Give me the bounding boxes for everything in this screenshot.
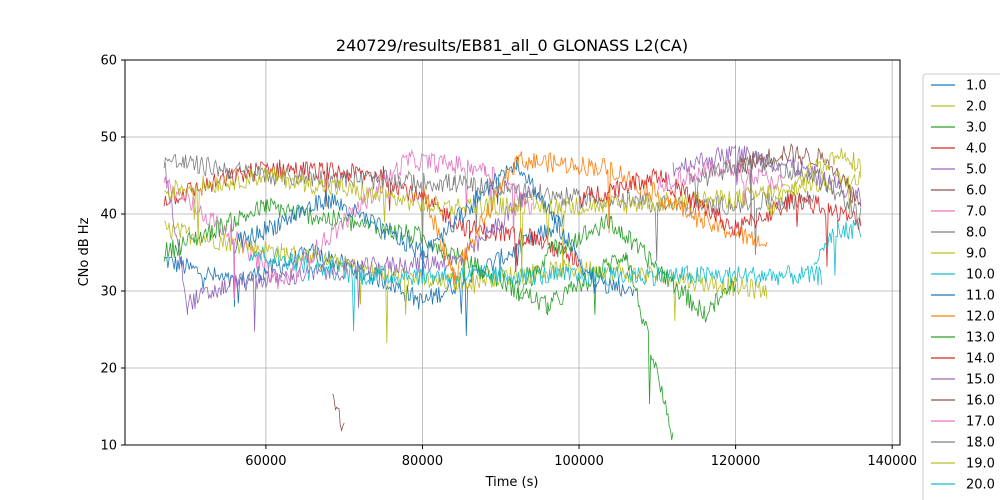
legend-entry: 18.0 <box>966 436 995 451</box>
legend-entry: 5.0 <box>966 163 987 178</box>
legend-entry: 1.0 <box>966 79 987 94</box>
plot-area <box>125 60 900 445</box>
legend-entry: 2.0 <box>966 100 987 115</box>
series-line-18.0 <box>688 150 862 227</box>
legend-entry: 8.0 <box>966 226 987 241</box>
legend-entry: 12.0 <box>966 310 995 325</box>
chart-title: 240729/results/EB81_all_0 GLONASS L2(CA) <box>336 36 688 56</box>
x-axis: 60000 80000 100000 120000 140000 <box>245 445 917 469</box>
series-line-17.0 <box>656 159 783 205</box>
series-line-19.0 <box>766 147 862 216</box>
y-tick-label: 10 <box>100 439 117 454</box>
x-tick-label: 60000 <box>245 454 286 469</box>
legend-entry: 17.0 <box>966 415 995 430</box>
series-line-20.0 <box>813 219 862 276</box>
series-line-3.0 <box>163 197 674 441</box>
y-axis-label: CNo dB Hz <box>77 217 92 286</box>
legend-entry: 15.0 <box>966 373 995 388</box>
legend-entry: 7.0 <box>966 205 987 220</box>
series-line-6.0 <box>332 393 345 433</box>
legend-entry: 4.0 <box>966 142 987 157</box>
x-tick-label: 120000 <box>711 454 761 469</box>
y-tick-label: 40 <box>100 208 117 223</box>
y-axis: 10 20 30 40 50 60 <box>100 54 125 454</box>
x-axis-label: Time (s) <box>485 475 539 490</box>
legend-entry: 11.0 <box>966 289 995 304</box>
plot-frame <box>124 59 901 446</box>
series-line-5.0 <box>163 162 533 332</box>
series-line-10.0 <box>249 246 823 332</box>
series-line-9.0 <box>163 167 862 275</box>
series-line-7.0 <box>163 149 533 300</box>
legend-entry: 3.0 <box>966 121 987 136</box>
legend-entry: 9.0 <box>966 247 987 262</box>
legend-entry: 20.0 <box>966 478 995 493</box>
legend-entry: 16.0 <box>966 394 995 409</box>
series-line-12.0 <box>422 151 768 285</box>
legend-box <box>922 73 1000 500</box>
legend: 1.0 2.0 3.0 4.0 5.0 6.0 7.0 8.0 9.0 10.0 11.0 12.0 1… <box>922 73 1000 500</box>
series-line-13.0 <box>516 213 736 323</box>
legend-entry: 19.0 <box>966 457 995 472</box>
legend-entry: 13.0 <box>966 331 995 346</box>
y-tick-label: 50 <box>100 131 117 146</box>
x-tick-label: 100000 <box>554 454 604 469</box>
legend-entry: 10.0 <box>966 268 995 283</box>
series-layer <box>163 143 862 441</box>
legend-entry: 6.0 <box>966 184 987 199</box>
y-tick-label: 20 <box>100 362 117 377</box>
x-tick-label: 80000 <box>402 454 443 469</box>
legend-entry: 14.0 <box>966 352 995 367</box>
y-tick-label: 60 <box>100 54 117 69</box>
series-line-14.0 <box>578 167 862 267</box>
x-tick-label: 140000 <box>867 454 917 469</box>
y-tick-label: 30 <box>100 285 117 300</box>
